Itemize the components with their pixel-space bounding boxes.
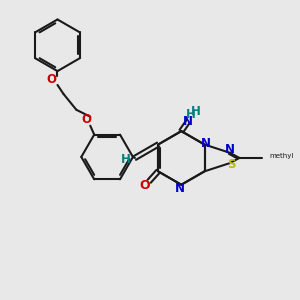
Text: S: S (227, 158, 235, 170)
Text: H: H (186, 108, 196, 121)
Text: N: N (183, 115, 193, 128)
Text: methyl: methyl (269, 153, 293, 159)
Text: N: N (200, 137, 211, 150)
Text: H: H (191, 105, 201, 118)
Text: O: O (139, 179, 149, 192)
Text: N: N (225, 143, 235, 156)
Text: H: H (121, 153, 131, 167)
Text: N: N (175, 182, 185, 195)
Text: O: O (46, 73, 56, 85)
Text: O: O (81, 113, 91, 126)
